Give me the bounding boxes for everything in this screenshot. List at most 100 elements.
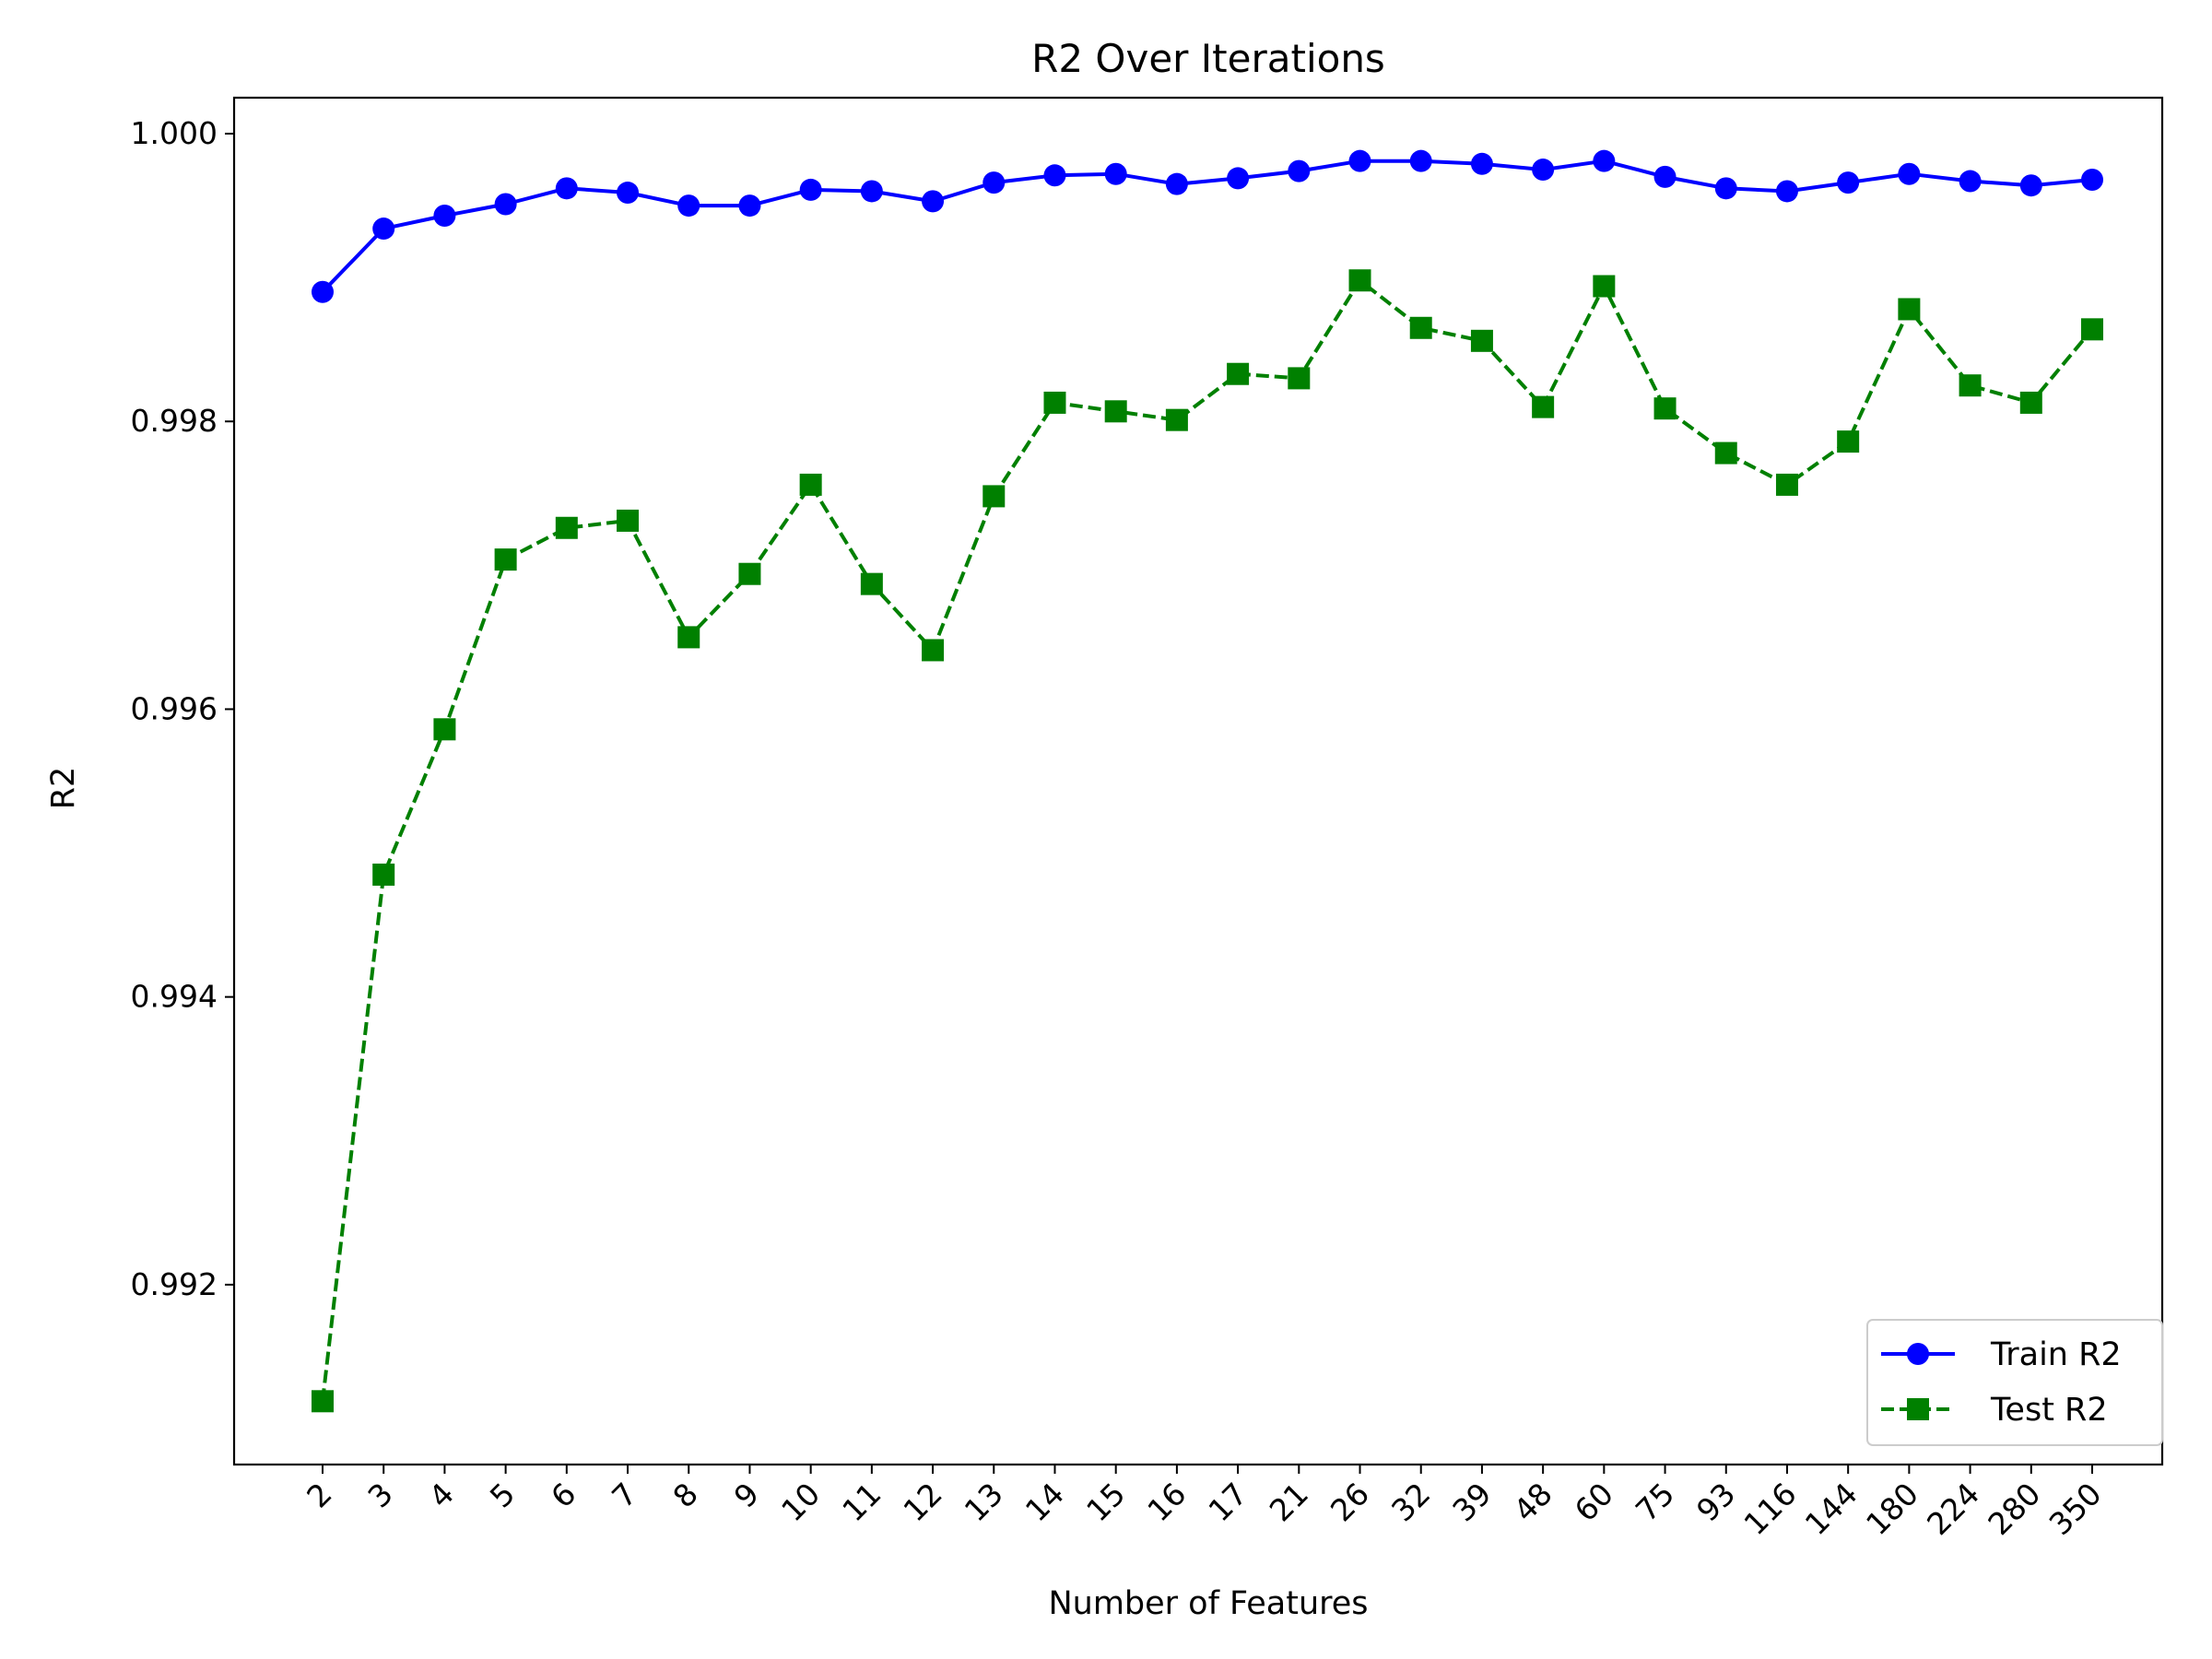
data-point	[2081, 318, 2103, 341]
data-point	[982, 485, 1006, 508]
y-tick-label: 0.992	[131, 1266, 218, 1302]
y-axis-ticks: 0.992 0.994 0.996 0.998 1.000	[131, 115, 234, 1302]
y-axis-title: R2	[45, 767, 82, 810]
x-tick-label: 8	[665, 1476, 704, 1514]
y-tick-label: 0.994	[131, 979, 218, 1015]
data-point	[1227, 167, 1250, 190]
data-point	[1837, 171, 1860, 194]
x-tick-label: 7	[605, 1476, 643, 1514]
data-point	[1470, 329, 1493, 352]
data-point	[1775, 473, 1798, 496]
series-line-0	[321, 159, 2093, 294]
data-point	[494, 193, 517, 216]
series-line-1	[321, 278, 2094, 1402]
x-tick-label: 144	[1798, 1476, 1865, 1542]
data-point	[1532, 395, 1555, 418]
data-point	[922, 639, 945, 662]
data-point	[1898, 298, 1921, 321]
data-point	[1532, 159, 1555, 182]
x-tick-label: 6	[544, 1476, 582, 1514]
x-tick-label: 10	[774, 1476, 827, 1528]
legend-marker	[1907, 1343, 1929, 1365]
x-tick-label: 9	[727, 1476, 766, 1514]
data-point	[799, 178, 822, 201]
legend-label: Train R2	[1990, 1336, 2122, 1373]
data-point	[555, 516, 578, 539]
x-tick-label: 26	[1324, 1476, 1376, 1528]
legend-box	[1866, 1319, 2163, 1446]
x-tick-label: 13	[958, 1476, 1010, 1528]
y-tick-label: 0.996	[131, 690, 218, 726]
x-tick-label: 180	[1859, 1476, 1925, 1542]
x-tick-label: 48	[1507, 1476, 1559, 1528]
legend-marker	[1907, 1398, 1929, 1420]
data-point	[677, 194, 700, 218]
plot-frame	[232, 96, 2164, 1466]
x-axis-ticks: 2 3 4 5 6 7 8 9 10 11 12 13 14 15 16 17 21 26 32 39 48 60 75 93…	[300, 1465, 2109, 1542]
data-point	[1714, 177, 1737, 200]
x-tick-label: 224	[1920, 1476, 1986, 1542]
x-tick-label: 3	[360, 1476, 399, 1514]
x-tick-label: 15	[1079, 1476, 1132, 1528]
data-point	[617, 182, 640, 205]
data-point	[1348, 149, 1371, 172]
x-tick-label: 4	[422, 1476, 461, 1514]
data-point	[2081, 168, 2103, 191]
data-point	[494, 548, 517, 571]
x-tick-label: 39	[1445, 1476, 1498, 1528]
x-tick-label: 21	[1263, 1476, 1315, 1528]
data-point	[1165, 172, 1188, 195]
data-point	[738, 194, 761, 218]
data-point	[433, 205, 456, 228]
data-point	[1104, 162, 1127, 185]
y-tick-label: 1.000	[131, 115, 218, 151]
data-point	[372, 218, 395, 241]
data-point	[1227, 362, 1250, 385]
data-point	[1653, 397, 1677, 420]
data-point	[738, 562, 761, 585]
data-point	[1104, 400, 1127, 423]
x-tick-label: 2	[300, 1476, 338, 1514]
data-point	[1959, 170, 1982, 193]
data-point	[1288, 159, 1311, 182]
data-point	[860, 572, 883, 595]
data-point	[1714, 441, 1737, 465]
y-tick-label: 0.998	[131, 403, 218, 439]
x-tick-label: 350	[2042, 1476, 2109, 1542]
data-point	[1043, 391, 1066, 414]
data-point	[1959, 374, 1982, 397]
data-point	[1775, 180, 1798, 203]
x-tick-label: 5	[483, 1476, 522, 1514]
data-point	[1165, 408, 1188, 431]
data-point	[860, 180, 883, 203]
data-point	[433, 718, 456, 741]
x-tick-label: 12	[896, 1476, 948, 1528]
x-tick-label: 280	[1981, 1476, 2047, 1542]
data-point	[1593, 149, 1616, 172]
data-point	[1409, 149, 1432, 172]
x-tick-label: 60	[1568, 1476, 1620, 1528]
x-tick-label: 75	[1629, 1476, 1681, 1528]
data-point	[1593, 275, 1616, 298]
data-point	[312, 1390, 334, 1413]
data-point	[1653, 165, 1677, 188]
data-point	[2019, 391, 2042, 414]
data-point	[1288, 367, 1311, 390]
data-point	[372, 863, 395, 886]
data-point	[982, 171, 1006, 194]
data-point	[555, 177, 578, 200]
legend-label: Test R2	[1990, 1392, 2108, 1429]
data-point	[922, 190, 945, 213]
x-tick-label: 14	[1018, 1476, 1071, 1528]
data-point	[1348, 269, 1371, 292]
x-tick-label: 32	[1384, 1476, 1437, 1528]
data-point	[1470, 152, 1493, 175]
x-tick-label: 93	[1689, 1476, 1742, 1528]
data-point	[2019, 174, 2042, 197]
data-point	[677, 626, 700, 649]
x-tick-label: 11	[835, 1476, 888, 1528]
legend: Train R2 Test R2	[1866, 1319, 2163, 1446]
data-point	[1409, 316, 1432, 339]
plot-area	[312, 149, 2103, 1413]
